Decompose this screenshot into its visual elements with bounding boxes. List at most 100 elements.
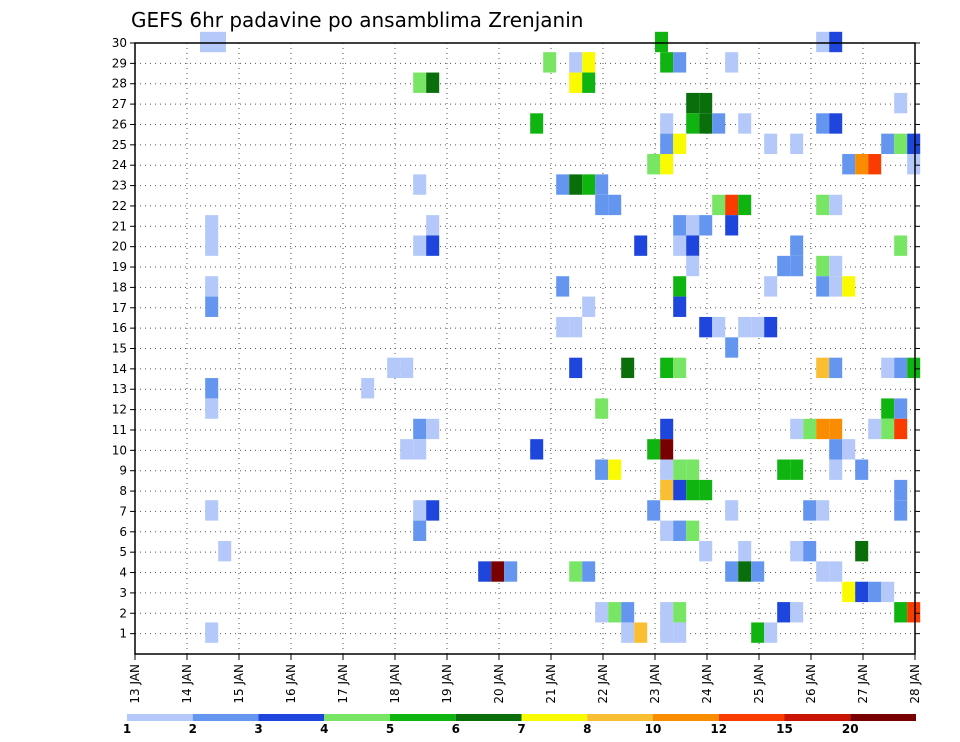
precip-cell (777, 602, 791, 623)
colorbar-swatch (718, 714, 785, 721)
precip-cell (413, 439, 427, 460)
precip-cell (400, 439, 414, 460)
precip-cell (868, 154, 882, 175)
precip-cell (686, 479, 700, 501)
colorbar-label: 2 (189, 722, 197, 736)
precip-cell (829, 561, 843, 582)
precip-cell (569, 174, 583, 195)
precip-cell (660, 133, 674, 155)
precip-cell (595, 194, 609, 216)
x-tick-label: 16 JAN (284, 664, 298, 704)
precip-cell (764, 316, 778, 338)
precip-cell (530, 439, 544, 460)
precip-cell (556, 316, 570, 338)
precip-cell (200, 31, 213, 53)
precip-cell (673, 296, 687, 317)
precip-cell (764, 276, 778, 297)
precip-cell (881, 133, 895, 155)
precip-cell (660, 52, 674, 73)
precip-cell (790, 602, 804, 623)
precip-cell (673, 276, 687, 297)
x-tick-label: 14 JAN (180, 664, 194, 704)
precip-cell (673, 520, 687, 541)
precip-cell (764, 133, 778, 155)
precip-cell (205, 296, 219, 317)
colorbar-label: 3 (254, 722, 262, 736)
precip-cell (205, 398, 219, 419)
precip-cell (699, 479, 713, 501)
precip-cell (816, 500, 830, 521)
precip-cell (816, 418, 830, 440)
precip-cell (842, 154, 856, 175)
precip-cell (751, 561, 765, 582)
x-tick-label: 21 JAN (544, 664, 558, 704)
colorbar-swatch (653, 714, 719, 721)
x-tick-label: 19 JAN (440, 664, 454, 704)
precip-cell (400, 357, 414, 379)
precip-cell (660, 357, 674, 379)
precip-cell (686, 235, 700, 256)
precip-cell (816, 194, 830, 216)
precip-cell (829, 459, 843, 480)
y-tick-label: 10 (112, 443, 127, 457)
colorbar-label: 12 (710, 722, 727, 736)
precip-cell (738, 540, 752, 562)
colorbar-label: 7 (517, 722, 525, 736)
precip-cell (712, 316, 726, 338)
colorbar-swatch (127, 714, 193, 721)
precip-cell (569, 72, 583, 93)
precip-cell (556, 276, 570, 297)
precip-cell (686, 92, 700, 114)
precip-cell (855, 540, 869, 562)
colorbar-swatch (455, 714, 522, 721)
y-tick-label: 19 (112, 260, 127, 274)
y-tick-label: 16 (112, 321, 127, 335)
precip-cell (647, 439, 661, 460)
precip-cell (855, 581, 869, 603)
precip-cell (712, 113, 726, 134)
x-tick-label: 13 JAN (128, 664, 142, 704)
precip-cell (621, 602, 635, 623)
y-tick-label: 22 (112, 199, 127, 213)
colorbar-swatch (784, 714, 851, 721)
precip-cell (673, 133, 687, 155)
precip-cell (218, 540, 232, 562)
y-tick-label: 25 (112, 138, 127, 152)
precip-cell (725, 500, 739, 521)
precip-cell (595, 602, 609, 623)
precip-cell (621, 357, 635, 379)
x-tick-label: 25 JAN (752, 664, 766, 704)
precip-cell (803, 418, 817, 440)
x-tick-label: 15 JAN (232, 664, 246, 704)
y-tick-label: 8 (119, 484, 127, 498)
y-tick-label: 2 (119, 606, 127, 620)
precip-cell (673, 479, 687, 501)
precip-cell (881, 357, 895, 379)
precip-cell (907, 602, 921, 623)
precip-cell (569, 316, 583, 338)
precip-cell (725, 337, 739, 358)
precip-cell (751, 622, 765, 643)
precip-cell (569, 357, 583, 379)
precip-cell (426, 235, 440, 256)
precip-cell (205, 500, 219, 521)
x-tick-label: 20 JAN (492, 664, 506, 704)
precip-cell (426, 500, 440, 521)
precip-cell (205, 215, 219, 236)
precip-cell (790, 255, 804, 277)
precip-cell (829, 357, 843, 379)
y-tick-label: 9 (119, 464, 127, 478)
precip-cell (608, 602, 622, 623)
precip-cell (894, 235, 908, 256)
precip-cell (205, 235, 219, 256)
precip-cell (621, 622, 635, 643)
precip-cell (595, 174, 609, 195)
colorbar-swatch (390, 714, 456, 721)
precip-cell (673, 459, 687, 480)
axes: 1234567891011121314151617181920212223242… (112, 36, 922, 704)
x-tick-label: 17 JAN (336, 664, 350, 704)
precip-cell (660, 602, 674, 623)
precip-cell (816, 561, 830, 582)
colorbar-swatch (258, 714, 325, 721)
precip-cell (790, 133, 804, 155)
